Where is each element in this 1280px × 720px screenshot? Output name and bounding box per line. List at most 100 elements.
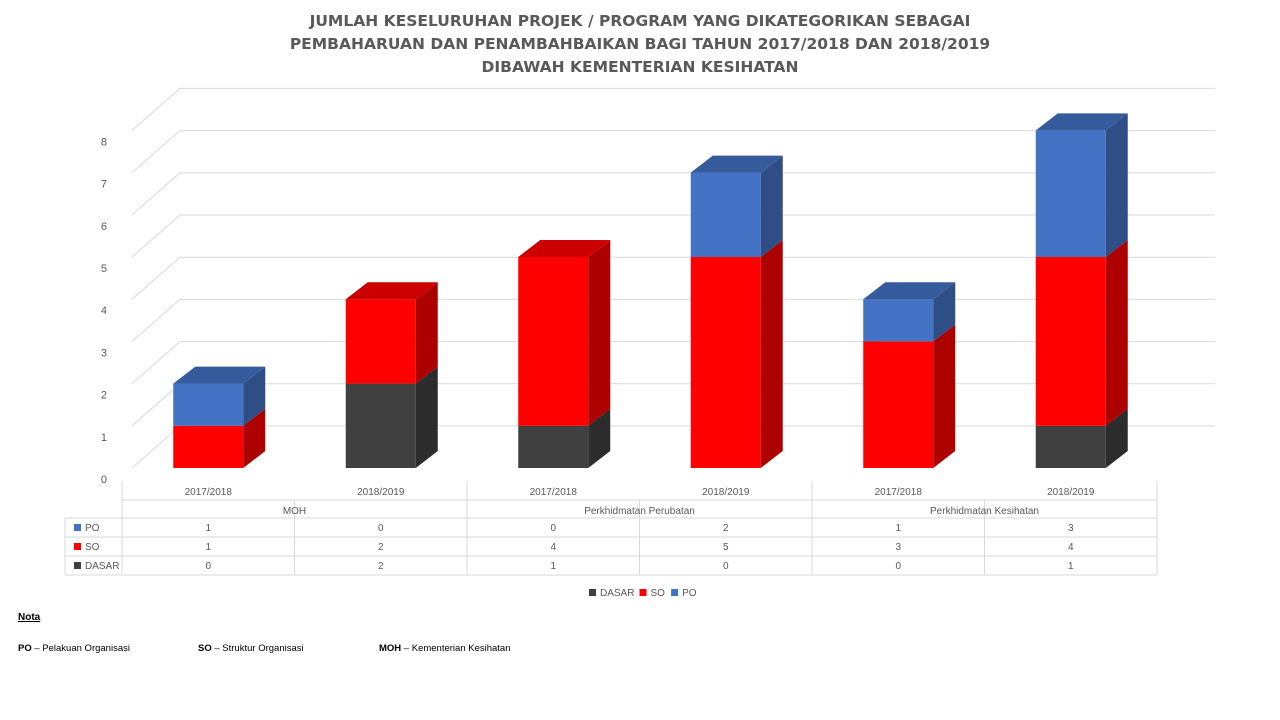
legend-label: SO	[651, 588, 666, 599]
y-tick-label: 6	[101, 221, 107, 233]
y-tick-label: 4	[101, 305, 107, 317]
bar-po-front	[1035, 130, 1106, 257]
bar-po-side	[1105, 113, 1128, 258]
gridline-diag	[131, 341, 181, 384]
y-tick-label: 5	[101, 263, 107, 275]
table-series-label: DASAR	[85, 561, 119, 572]
gridline-diag	[131, 214, 181, 258]
y-tick-label: 2	[101, 390, 107, 402]
bar-so-side	[933, 324, 956, 468]
table-value: 0	[205, 561, 211, 572]
x-category-label: 2018/2019	[702, 487, 750, 498]
table-value: 0	[378, 523, 384, 534]
stacked-column-chart: 0 1 2 3 4 5 6 7 8 2017/2018 2018/2019 2017/2018 2018…	[64, 87, 1215, 599]
note-moh: MOH – Kementerian Kesihatan	[379, 643, 511, 654]
note-so-text: – Struktur Organisasi	[211, 643, 304, 654]
bar-top	[518, 240, 611, 257]
table-value: 0	[723, 561, 729, 572]
y-tick-label: 3	[101, 347, 107, 359]
bar-po-side	[243, 366, 266, 426]
note-po: PO – Pelakuan Organisasi	[18, 643, 130, 654]
bar-top	[345, 282, 438, 300]
y-tick-label: 8	[101, 136, 107, 148]
bar-po-front	[173, 383, 244, 426]
gridline-diag	[131, 130, 181, 173]
bar-so-side	[243, 408, 266, 468]
y-tick-label: 1	[101, 432, 107, 444]
gridline-diag	[131, 425, 181, 469]
bar-dasar-front	[345, 383, 416, 468]
table-value: 3	[895, 542, 901, 553]
bar-dasar-side	[415, 366, 438, 468]
bar-so-front	[863, 341, 934, 468]
table-legend-key-so	[74, 543, 81, 550]
table-value: 1	[895, 523, 901, 534]
table-value: 3	[1068, 523, 1074, 534]
bar-dasar-side	[1105, 408, 1128, 468]
bar-dasar-side	[588, 408, 611, 468]
bar-so-front	[518, 257, 589, 426]
table-value: 2	[378, 561, 384, 572]
bar-so-front	[1035, 257, 1106, 426]
table-value: 5	[723, 542, 729, 553]
legend-label: DASAR	[600, 588, 634, 599]
table-value: 2	[378, 542, 384, 553]
table-value: 1	[205, 523, 211, 534]
note-so: SO – Struktur Organisasi	[198, 643, 304, 654]
bar-top	[173, 366, 266, 384]
table-legend-key-dasar	[74, 562, 81, 569]
bar-so-front	[345, 299, 416, 384]
note-so-abbr: SO	[198, 643, 212, 654]
bar-po-front	[863, 299, 934, 342]
note-moh-text: – Kementerian Kesihatan	[401, 643, 511, 654]
note-po-text: – Pelakuan Organisasi	[31, 643, 130, 654]
bar-top	[690, 155, 783, 173]
table-legend-key-po	[74, 524, 81, 531]
table-value: 1	[205, 542, 211, 553]
legend-key-so	[639, 589, 647, 596]
bar-dasar-front	[1035, 425, 1106, 468]
gridline-diag	[131, 88, 181, 131]
bar-po-side	[760, 155, 783, 257]
x-category-label: 2017/2018	[185, 487, 233, 498]
bar-dasar-front	[518, 425, 589, 468]
title-line-2: PEMBAHARUAN DAN PENAMBAHBAIKAN BAGI TAHU…	[289, 35, 991, 53]
x-category-label: 2017/2018	[875, 487, 923, 498]
x-group-label: Perkhidmatan Perubatan	[584, 506, 695, 517]
title-line-3: DIBAWAH KEMENTERIAN KESIHATAN	[481, 58, 799, 76]
table-series-label: SO	[85, 542, 100, 553]
x-group-label: MOH	[283, 506, 306, 517]
chart-title: JUMLAH KESELURUHAN PROJEK / PROGRAM YANG…	[0, 10, 1280, 79]
table-series-label: PO	[85, 523, 100, 534]
legend-label: PO	[682, 588, 697, 599]
gridline-diag	[131, 383, 181, 427]
bar-top	[1035, 113, 1128, 131]
table-value: 0	[895, 561, 901, 572]
x-category-label: 2018/2019	[357, 487, 405, 498]
legend-key-po	[671, 589, 679, 596]
bar-so-front	[173, 425, 244, 468]
bar-so-front	[690, 257, 761, 468]
y-tick-label: 7	[101, 179, 107, 191]
bar-so-side	[415, 282, 438, 384]
gridline-diag	[131, 299, 181, 342]
table-value: 1	[550, 561, 556, 572]
y-tick-label: 0	[101, 474, 107, 486]
table-value: 2	[723, 523, 729, 534]
bar-so-side	[1105, 240, 1128, 426]
gridline-diag	[131, 172, 181, 216]
gridline-diag	[131, 256, 181, 300]
bar-so-side	[760, 240, 783, 468]
note-moh-abbr: MOH	[379, 643, 402, 654]
bar-po-front	[690, 172, 761, 257]
x-group-label: Perkhidmatan Kesihatan	[930, 506, 1039, 517]
table-value: 4	[1068, 542, 1074, 553]
bar-top	[863, 282, 956, 300]
notes-heading: Nota	[18, 612, 41, 623]
table-value: 4	[550, 542, 556, 553]
table-value: 0	[550, 523, 556, 534]
table-value: 1	[1068, 561, 1074, 572]
bar-po-side	[933, 282, 956, 342]
note-po-abbr: PO	[18, 643, 32, 654]
x-category-label: 2017/2018	[530, 487, 578, 498]
